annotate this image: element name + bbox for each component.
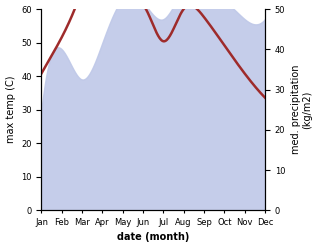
Y-axis label: max temp (C): max temp (C) bbox=[5, 76, 16, 143]
Y-axis label: med. precipitation
(kg/m2): med. precipitation (kg/m2) bbox=[291, 65, 313, 155]
X-axis label: date (month): date (month) bbox=[117, 232, 190, 243]
